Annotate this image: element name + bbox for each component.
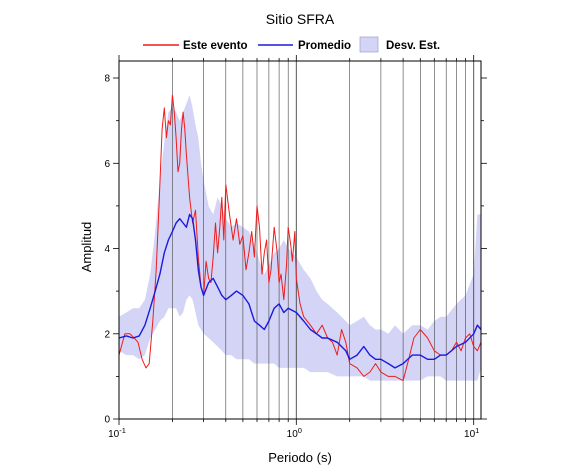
legend-label-event: Este evento [183, 40, 248, 52]
axes-layer: 0 2 4 6 8 10-1 100 101 [104, 55, 487, 440]
y-tick-label: 2 [104, 329, 110, 340]
plot-frame [118, 60, 482, 420]
x-tick-label: 101 [464, 426, 479, 440]
series-event-line [118, 94, 482, 382]
std-band-layer [119, 95, 481, 381]
series-layer [118, 94, 482, 382]
std-band-area [119, 95, 481, 381]
legend-label-mean: Promedio [298, 40, 351, 52]
x-tick-label: 100 [287, 426, 302, 440]
legend-swatch-std [359, 36, 379, 53]
y-tick-label: 4 [104, 244, 110, 255]
y-tick-label: 6 [104, 159, 110, 170]
chart-title: Sitio SFRA [266, 11, 335, 27]
series-mean-line [118, 213, 482, 369]
grid-layer [118, 61, 475, 419]
x-axis-label: Periodo (s) [268, 450, 332, 465]
x-tick-label: 10-1 [108, 426, 126, 440]
y-axis-label: Amplitud [79, 222, 94, 273]
y-tick-label: 0 [104, 415, 110, 426]
legend: Este evento Promedio Desv. Est. [143, 36, 440, 53]
legend-label-std: Desv. Est. [386, 40, 440, 52]
y-tick-label: 8 [104, 74, 110, 85]
